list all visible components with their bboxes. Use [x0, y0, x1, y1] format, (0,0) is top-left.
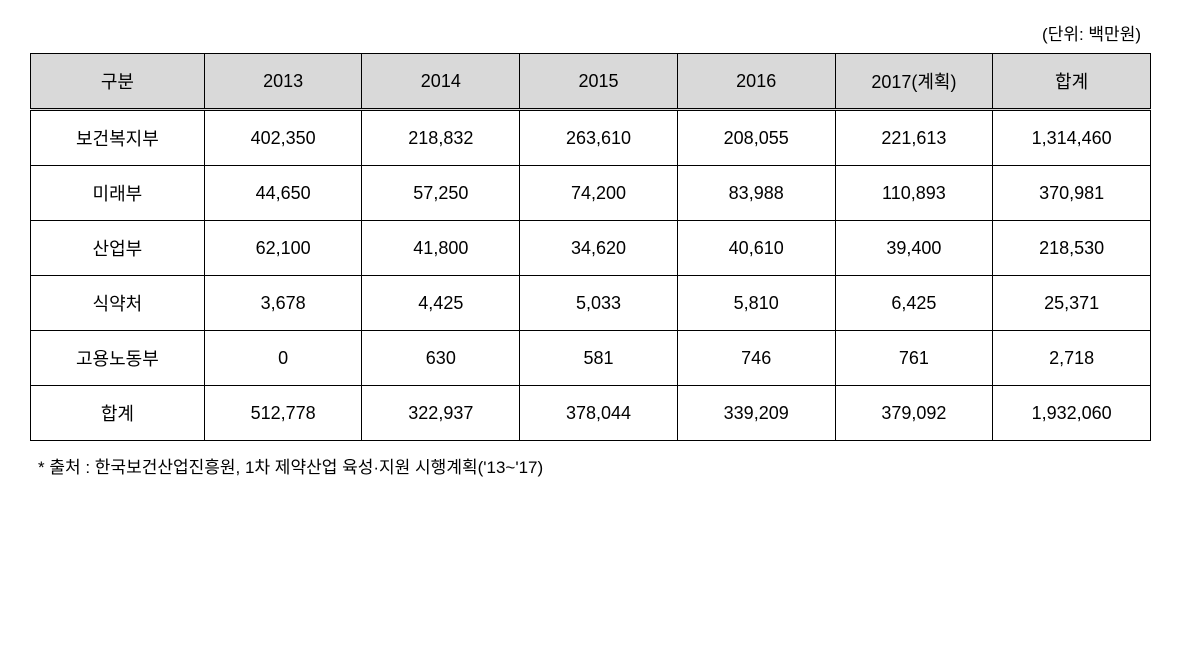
col-header-2013: 2013	[204, 54, 362, 110]
cell-value: 746	[677, 331, 835, 386]
cell-value: 40,610	[677, 221, 835, 276]
cell-value: 4,425	[362, 276, 520, 331]
cell-value: 370,981	[993, 166, 1151, 221]
cell-value: 2,718	[993, 331, 1151, 386]
cell-value: 402,350	[204, 110, 362, 166]
cell-value: 512,778	[204, 386, 362, 441]
cell-value: 378,044	[520, 386, 678, 441]
cell-value: 218,530	[993, 221, 1151, 276]
table-row: 산업부 62,100 41,800 34,620 40,610 39,400 2…	[31, 221, 1151, 276]
table-row: 식약처 3,678 4,425 5,033 5,810 6,425 25,371	[31, 276, 1151, 331]
cell-row-label: 미래부	[31, 166, 205, 221]
table-row-total: 합계 512,778 322,937 378,044 339,209 379,0…	[31, 386, 1151, 441]
cell-value: 74,200	[520, 166, 678, 221]
cell-value: 0	[204, 331, 362, 386]
cell-value: 25,371	[993, 276, 1151, 331]
cell-value: 218,832	[362, 110, 520, 166]
col-header-category: 구분	[31, 54, 205, 110]
cell-value: 62,100	[204, 221, 362, 276]
cell-row-label: 산업부	[31, 221, 205, 276]
cell-value: 581	[520, 331, 678, 386]
table-row: 보건복지부 402,350 218,832 263,610 208,055 22…	[31, 110, 1151, 166]
cell-value: 6,425	[835, 276, 993, 331]
cell-value: 57,250	[362, 166, 520, 221]
cell-value: 322,937	[362, 386, 520, 441]
cell-value: 221,613	[835, 110, 993, 166]
cell-value: 761	[835, 331, 993, 386]
col-header-2015: 2015	[520, 54, 678, 110]
cell-value: 44,650	[204, 166, 362, 221]
cell-value: 41,800	[362, 221, 520, 276]
unit-label: (단위: 백만원)	[30, 20, 1151, 45]
cell-value: 379,092	[835, 386, 993, 441]
source-note: * 출처 : 한국보건산업진흥원, 1차 제약산업 육성·지원 시행계획('13…	[30, 453, 1151, 478]
col-header-2016: 2016	[677, 54, 835, 110]
table-row: 미래부 44,650 57,250 74,200 83,988 110,893 …	[31, 166, 1151, 221]
cell-value: 110,893	[835, 166, 993, 221]
cell-value: 5,810	[677, 276, 835, 331]
cell-row-label: 식약처	[31, 276, 205, 331]
cell-row-label: 합계	[31, 386, 205, 441]
cell-value: 630	[362, 331, 520, 386]
cell-value: 339,209	[677, 386, 835, 441]
cell-value: 208,055	[677, 110, 835, 166]
cell-value: 83,988	[677, 166, 835, 221]
cell-value: 1,932,060	[993, 386, 1151, 441]
col-header-2014: 2014	[362, 54, 520, 110]
cell-value: 34,620	[520, 221, 678, 276]
cell-value: 39,400	[835, 221, 993, 276]
table-row: 고용노동부 0 630 581 746 761 2,718	[31, 331, 1151, 386]
cell-value: 263,610	[520, 110, 678, 166]
cell-row-label: 보건복지부	[31, 110, 205, 166]
cell-value: 3,678	[204, 276, 362, 331]
cell-value: 5,033	[520, 276, 678, 331]
table-header-row: 구분 2013 2014 2015 2016 2017(계획) 합계	[31, 54, 1151, 110]
col-header-2017: 2017(계획)	[835, 54, 993, 110]
cell-row-label: 고용노동부	[31, 331, 205, 386]
col-header-total: 합계	[993, 54, 1151, 110]
cell-value: 1,314,460	[993, 110, 1151, 166]
budget-table: 구분 2013 2014 2015 2016 2017(계획) 합계 보건복지부…	[30, 53, 1151, 441]
